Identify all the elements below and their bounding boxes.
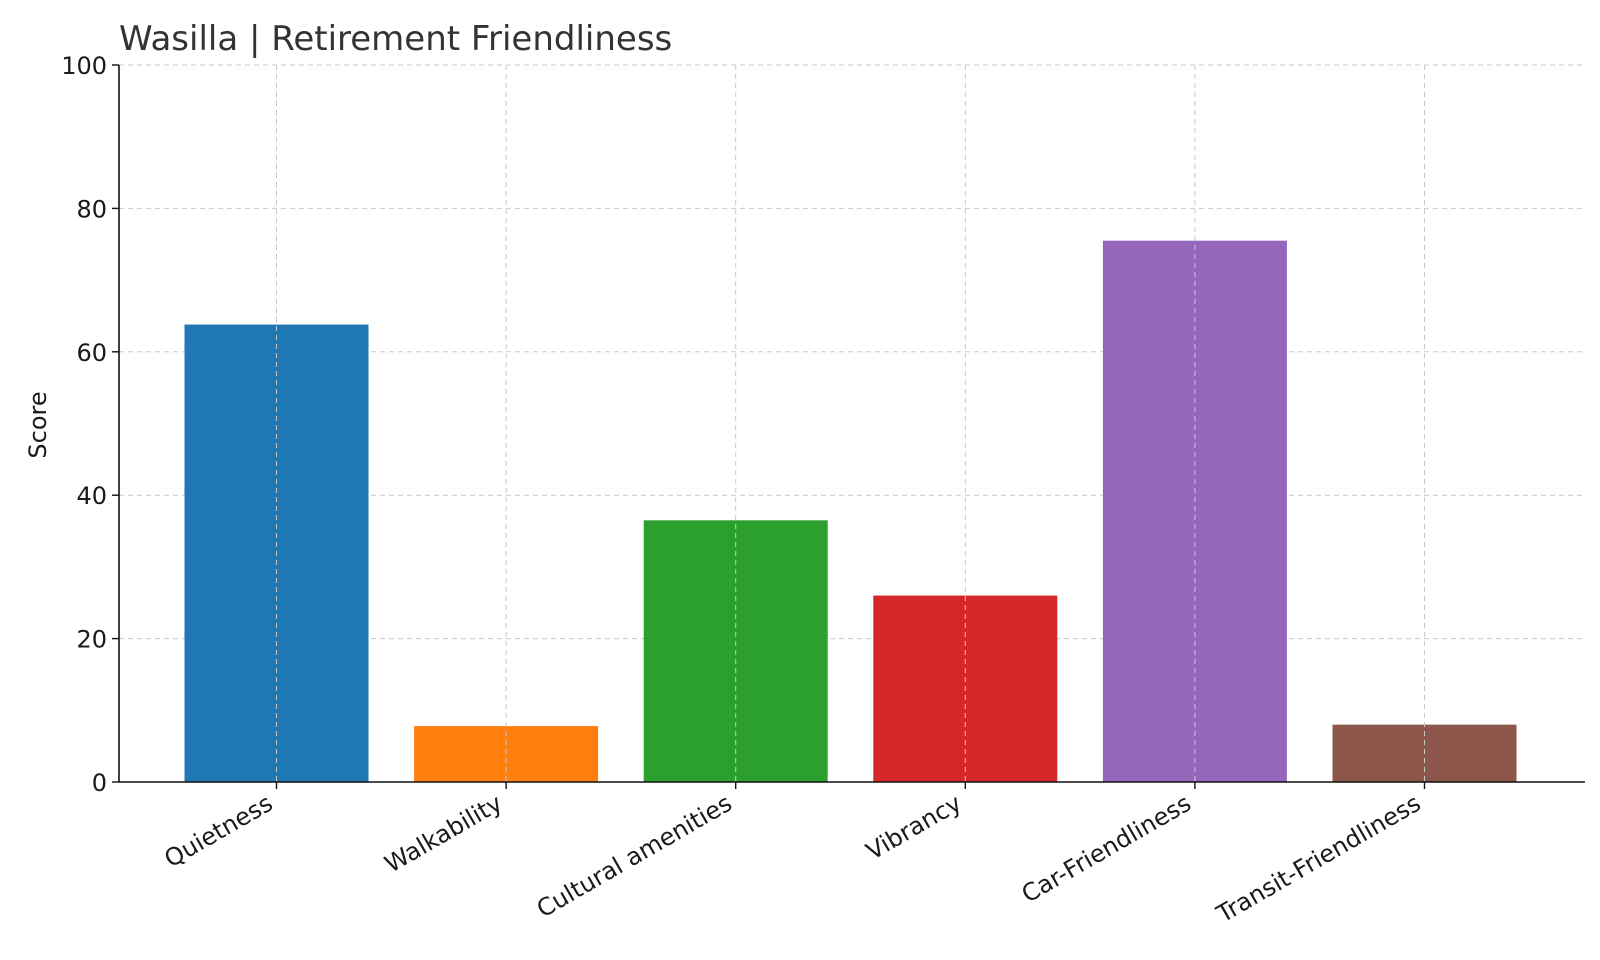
y-tick-labels: 0 20 40 60 80 100 <box>61 52 107 797</box>
x-tick-label: Walkability <box>380 789 507 879</box>
chart-title: Wasilla | Retirement Friendliness <box>119 19 672 59</box>
x-tick-label: Transit-Friendliness <box>1211 789 1425 929</box>
y-tick-label: 0 <box>92 769 107 797</box>
bars <box>184 240 1517 783</box>
x-tick-label: Cultural amenities <box>532 789 737 923</box>
x-tick-label: Quietness <box>160 789 278 873</box>
vertical-grid-lines <box>276 65 1425 782</box>
y-tick-label: 100 <box>61 52 107 80</box>
x-tick-labels: Quietness Walkability Cultural amenities Vi… <box>160 789 1426 929</box>
x-tick-label: Vibrancy <box>861 789 966 866</box>
x-tick-label: Car-Friendliness <box>1017 789 1196 909</box>
y-axis-label: Score <box>24 391 52 458</box>
axes <box>112 64 1585 789</box>
y-tick-label: 20 <box>76 626 107 654</box>
y-tick-label: 60 <box>76 339 107 367</box>
y-tick-label: 40 <box>76 482 107 510</box>
y-tick-label: 80 <box>76 195 107 223</box>
